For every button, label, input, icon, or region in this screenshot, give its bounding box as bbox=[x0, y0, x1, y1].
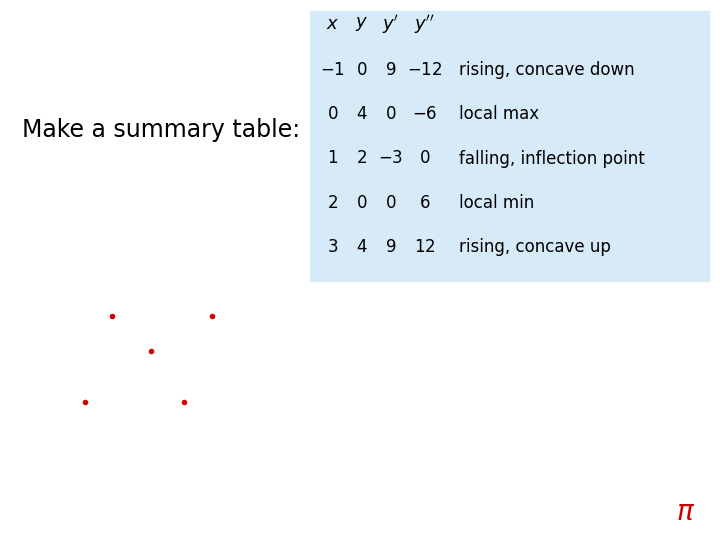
Text: $y''$: $y''$ bbox=[415, 13, 435, 36]
Text: $9$: $9$ bbox=[384, 62, 396, 79]
Text: $-6$: $-6$ bbox=[412, 106, 438, 123]
Text: $y'$: $y'$ bbox=[382, 13, 399, 36]
Text: local max: local max bbox=[459, 105, 539, 124]
Text: $-12$: $-12$ bbox=[407, 62, 443, 79]
Text: rising, concave down: rising, concave down bbox=[459, 61, 635, 79]
Text: $1$: $1$ bbox=[327, 150, 338, 167]
Text: falling, inflection point: falling, inflection point bbox=[459, 150, 645, 168]
Text: $0$: $0$ bbox=[419, 150, 431, 167]
Text: local min: local min bbox=[459, 194, 535, 212]
FancyBboxPatch shape bbox=[310, 11, 709, 281]
Text: $0$: $0$ bbox=[356, 62, 367, 79]
Text: $-3$: $-3$ bbox=[378, 150, 402, 167]
Text: $4$: $4$ bbox=[356, 239, 367, 256]
Text: $12$: $12$ bbox=[414, 239, 436, 256]
Text: $9$: $9$ bbox=[384, 239, 396, 256]
Text: $0$: $0$ bbox=[384, 106, 396, 123]
Text: $0$: $0$ bbox=[327, 106, 338, 123]
Text: $3$: $3$ bbox=[327, 239, 338, 256]
Text: $\pi$: $\pi$ bbox=[676, 498, 695, 526]
Text: rising, concave up: rising, concave up bbox=[459, 238, 611, 256]
Text: $-1$: $-1$ bbox=[320, 62, 345, 79]
Text: $y$: $y$ bbox=[355, 15, 368, 33]
Text: $4$: $4$ bbox=[356, 106, 367, 123]
Text: $6$: $6$ bbox=[419, 194, 431, 212]
Text: $2$: $2$ bbox=[327, 194, 338, 212]
Text: $x$: $x$ bbox=[326, 15, 339, 33]
Text: $2$: $2$ bbox=[356, 150, 367, 167]
Text: Make a summary table:: Make a summary table: bbox=[22, 118, 300, 141]
Text: $0$: $0$ bbox=[356, 194, 367, 212]
Text: $0$: $0$ bbox=[384, 194, 396, 212]
